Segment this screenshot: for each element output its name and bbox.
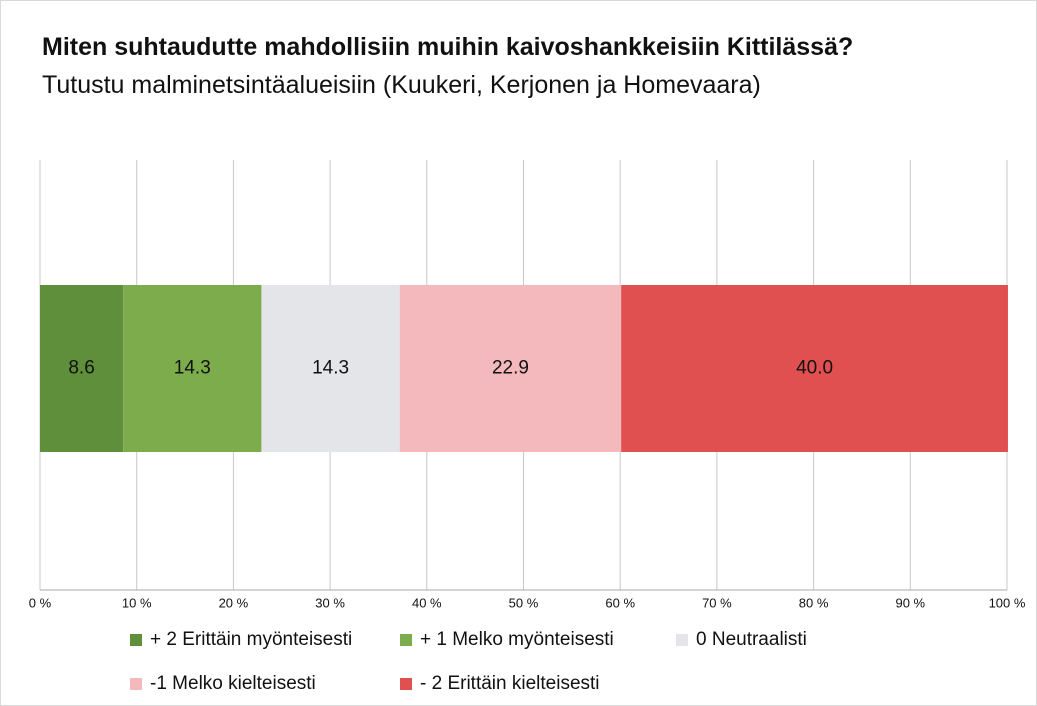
- x-tick-label: 90 %: [895, 595, 925, 610]
- bar-segment: [261, 285, 400, 452]
- bar-segment: [399, 285, 622, 452]
- x-tick-label: 80 %: [799, 595, 829, 610]
- x-tick-label: 40 %: [412, 595, 442, 610]
- x-tick-label: 100 %: [989, 595, 1026, 610]
- legend-swatch: [130, 634, 142, 646]
- data-label: 40.0: [796, 358, 833, 379]
- legend-label: + 1 Melko myönteisesti: [420, 629, 614, 650]
- data-label: 14.3: [174, 358, 211, 379]
- bar-segment: [123, 285, 262, 452]
- data-label: 8.6: [68, 358, 94, 379]
- legend-label: - 2 Erittäin kielteisesti: [420, 673, 600, 694]
- data-label: 22.9: [492, 358, 529, 379]
- x-tick-label: 70 %: [702, 595, 732, 610]
- x-tick-label: 30 %: [315, 595, 345, 610]
- bar-segment: [40, 285, 124, 452]
- legend-label: 0 Neutraalisti: [696, 629, 807, 650]
- legend-swatch: [400, 634, 412, 646]
- x-tick-label: 10 %: [122, 595, 152, 610]
- x-tick-label: 60 %: [605, 595, 635, 610]
- x-tick-label: 50 %: [509, 595, 539, 610]
- x-tick-label: 0 %: [29, 595, 52, 610]
- chart-subtitle: Tutustu malminetsintäalueisiin (Kuukeri,…: [42, 71, 761, 99]
- legend-label: -1 Melko kielteisesti: [150, 673, 316, 694]
- legend-swatch: [130, 678, 142, 690]
- chart-title: Miten suhtaudutte mahdollisiin muihin ka…: [42, 33, 854, 61]
- legend-swatch: [400, 678, 412, 690]
- x-tick-label: 20 %: [219, 595, 249, 610]
- title-block: Miten suhtaudutte mahdollisiin muihin ka…: [42, 28, 892, 104]
- data-label: 14.3: [312, 358, 349, 379]
- legend-label: + 2 Erittäin myönteisesti: [150, 629, 352, 650]
- legend-swatch: [676, 634, 688, 646]
- bar-segment: [621, 285, 1008, 452]
